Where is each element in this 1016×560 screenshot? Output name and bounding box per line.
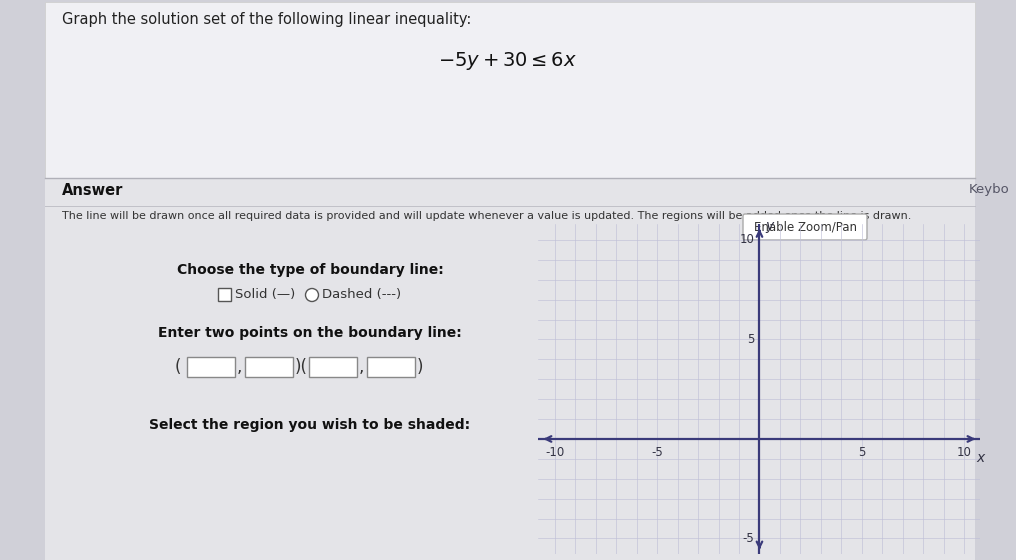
Text: x: x — [976, 451, 985, 465]
Text: 10: 10 — [740, 234, 754, 246]
FancyBboxPatch shape — [309, 357, 357, 377]
Text: Graph the solution set of the following linear inequality:: Graph the solution set of the following … — [62, 12, 471, 27]
Text: )(: )( — [295, 358, 308, 376]
FancyBboxPatch shape — [367, 357, 415, 377]
Text: Dashed (---): Dashed (---) — [322, 288, 401, 301]
Text: y: y — [766, 219, 774, 233]
FancyBboxPatch shape — [187, 357, 235, 377]
Text: ,: , — [237, 358, 243, 376]
Circle shape — [306, 288, 318, 301]
Text: Solid (—): Solid (—) — [235, 288, 296, 301]
Text: 5: 5 — [859, 446, 866, 459]
Text: ,: , — [359, 358, 365, 376]
FancyBboxPatch shape — [45, 178, 975, 560]
Text: -10: -10 — [546, 446, 565, 459]
Text: Enter two points on the boundary line:: Enter two points on the boundary line: — [158, 326, 462, 340]
FancyBboxPatch shape — [245, 357, 293, 377]
FancyBboxPatch shape — [218, 288, 231, 301]
Text: Keybo: Keybo — [969, 183, 1010, 196]
FancyBboxPatch shape — [45, 2, 975, 178]
FancyBboxPatch shape — [743, 214, 867, 240]
Text: The line will be drawn once all required data is provided and will update whenev: The line will be drawn once all required… — [62, 211, 911, 221]
Text: 5: 5 — [747, 333, 754, 346]
Text: Enable Zoom/Pan: Enable Zoom/Pan — [754, 221, 856, 234]
Text: 10: 10 — [957, 446, 971, 459]
Text: Answer: Answer — [62, 183, 123, 198]
Text: ): ) — [417, 358, 424, 376]
Text: -5: -5 — [651, 446, 663, 459]
Text: Choose the type of boundary line:: Choose the type of boundary line: — [177, 263, 443, 277]
Text: (: ( — [175, 358, 182, 376]
Text: Select the region you wish to be shaded:: Select the region you wish to be shaded: — [149, 418, 470, 432]
Text: $-5y + 30 \leq 6x$: $-5y + 30 \leq 6x$ — [439, 50, 577, 72]
Text: -5: -5 — [743, 532, 754, 545]
